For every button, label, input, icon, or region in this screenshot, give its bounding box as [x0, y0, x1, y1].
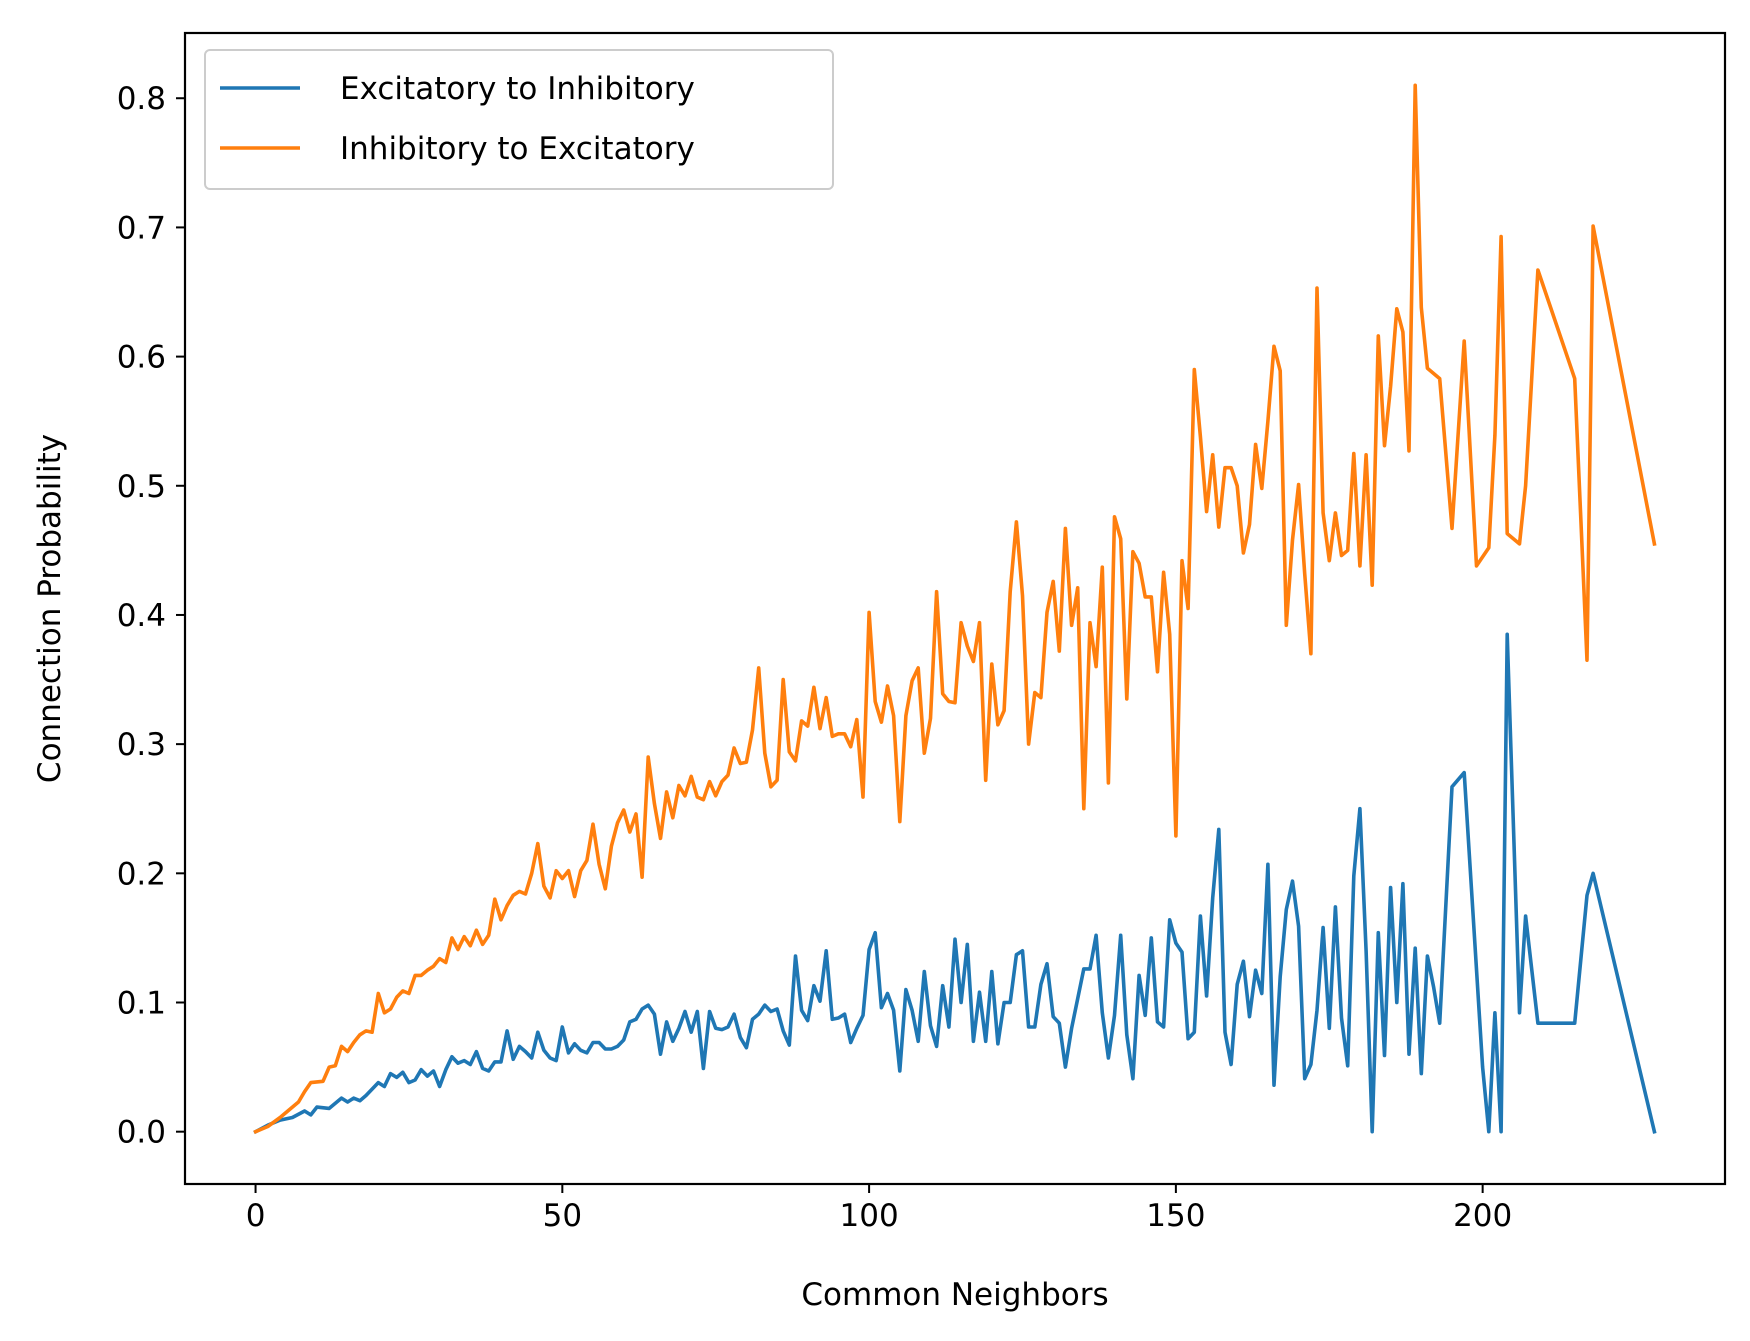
y-axis-label: Connection Probability [32, 434, 68, 783]
y-tick-label: 0.4 [117, 598, 166, 634]
plot-area [185, 33, 1725, 1184]
y-tick-label: 0.2 [117, 856, 166, 892]
x-tick-label: 100 [840, 1198, 899, 1234]
axes-frame [183, 31, 1727, 1186]
x-tick-label: 50 [543, 1198, 582, 1234]
y-tick-label: 0.6 [117, 340, 166, 376]
y-tick-label: 0.1 [117, 986, 166, 1022]
legend: Excitatory to Inhibitory Inhibitory to Ex… [204, 49, 834, 190]
y-tick-label: 0.7 [117, 210, 166, 246]
y-tick-label: 0.5 [117, 469, 166, 505]
x-tick-label: 150 [1146, 1198, 1205, 1234]
legend-label: Inhibitory to Excitatory [340, 131, 695, 167]
y-tick-label: 0.3 [117, 727, 166, 763]
y-tick-label: 0.0 [117, 1115, 166, 1151]
y-tick-label: 0.8 [117, 81, 166, 117]
series-line-1 [253, 83, 1657, 1135]
x-tick-label: 200 [1453, 1198, 1512, 1234]
x-tick-label: 0 [246, 1198, 266, 1234]
series-layer [253, 83, 1657, 1135]
series-line-0 [253, 632, 1657, 1135]
legend-box [204, 49, 834, 190]
y-axis: 0.0 0.1 0.2 0.3 0.4 0.5 0.6 0.7 0.8 [117, 81, 185, 1151]
x-axis-label: Common Neighbors [801, 1277, 1108, 1313]
legend-label: Excitatory to Inhibitory [340, 71, 695, 107]
x-axis: 0 50 100 150 200 [246, 1184, 1512, 1234]
